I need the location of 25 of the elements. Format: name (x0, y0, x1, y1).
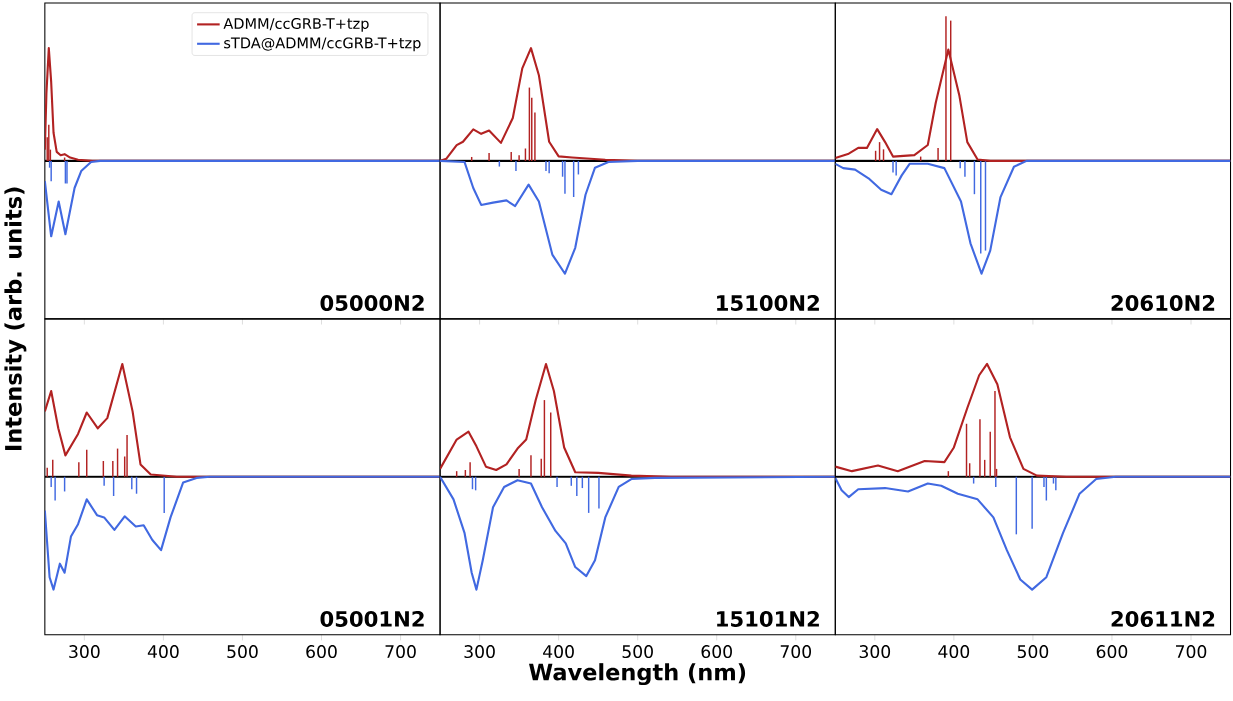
x-tick-label: 600 (701, 644, 732, 658)
x-tick-label: 700 (1176, 644, 1207, 658)
x-tick-label: 600 (306, 644, 337, 658)
text: 15100N2 (717, 294, 819, 311)
text: 15101N2 (717, 610, 819, 627)
x-tick-label: 400 (543, 644, 574, 658)
x-tick-label: 700 (780, 644, 812, 658)
legend-label: ADMM/ccGRB-T+tzp (223, 17, 369, 32)
text: 20611N2 (1111, 610, 1215, 627)
x-tick-label: 300 (859, 644, 891, 658)
x-tick-label: 500 (1017, 644, 1049, 658)
x-tick-label: 400 (938, 644, 970, 658)
x-tick-label: 300 (464, 644, 495, 658)
x-tick-label: 700 (385, 644, 416, 658)
x-tick-label: 400 (147, 644, 179, 658)
x-axis-title: Wavelength (nm) (529, 663, 746, 686)
x-tick-label: 300 (69, 644, 100, 658)
text: 05000N2 (320, 294, 424, 311)
legend-label: sTDA@ADMM/ccGRB-T+tzp (224, 37, 421, 52)
y-axis-title: Intensity (arb. units) (4, 187, 27, 450)
text: 05001N2 (320, 610, 424, 627)
x-tick-label: 500 (622, 644, 653, 658)
x-tick-label: 500 (227, 644, 258, 658)
x-tick-label: 600 (1096, 644, 1128, 658)
text: 20610N2 (1111, 294, 1215, 311)
